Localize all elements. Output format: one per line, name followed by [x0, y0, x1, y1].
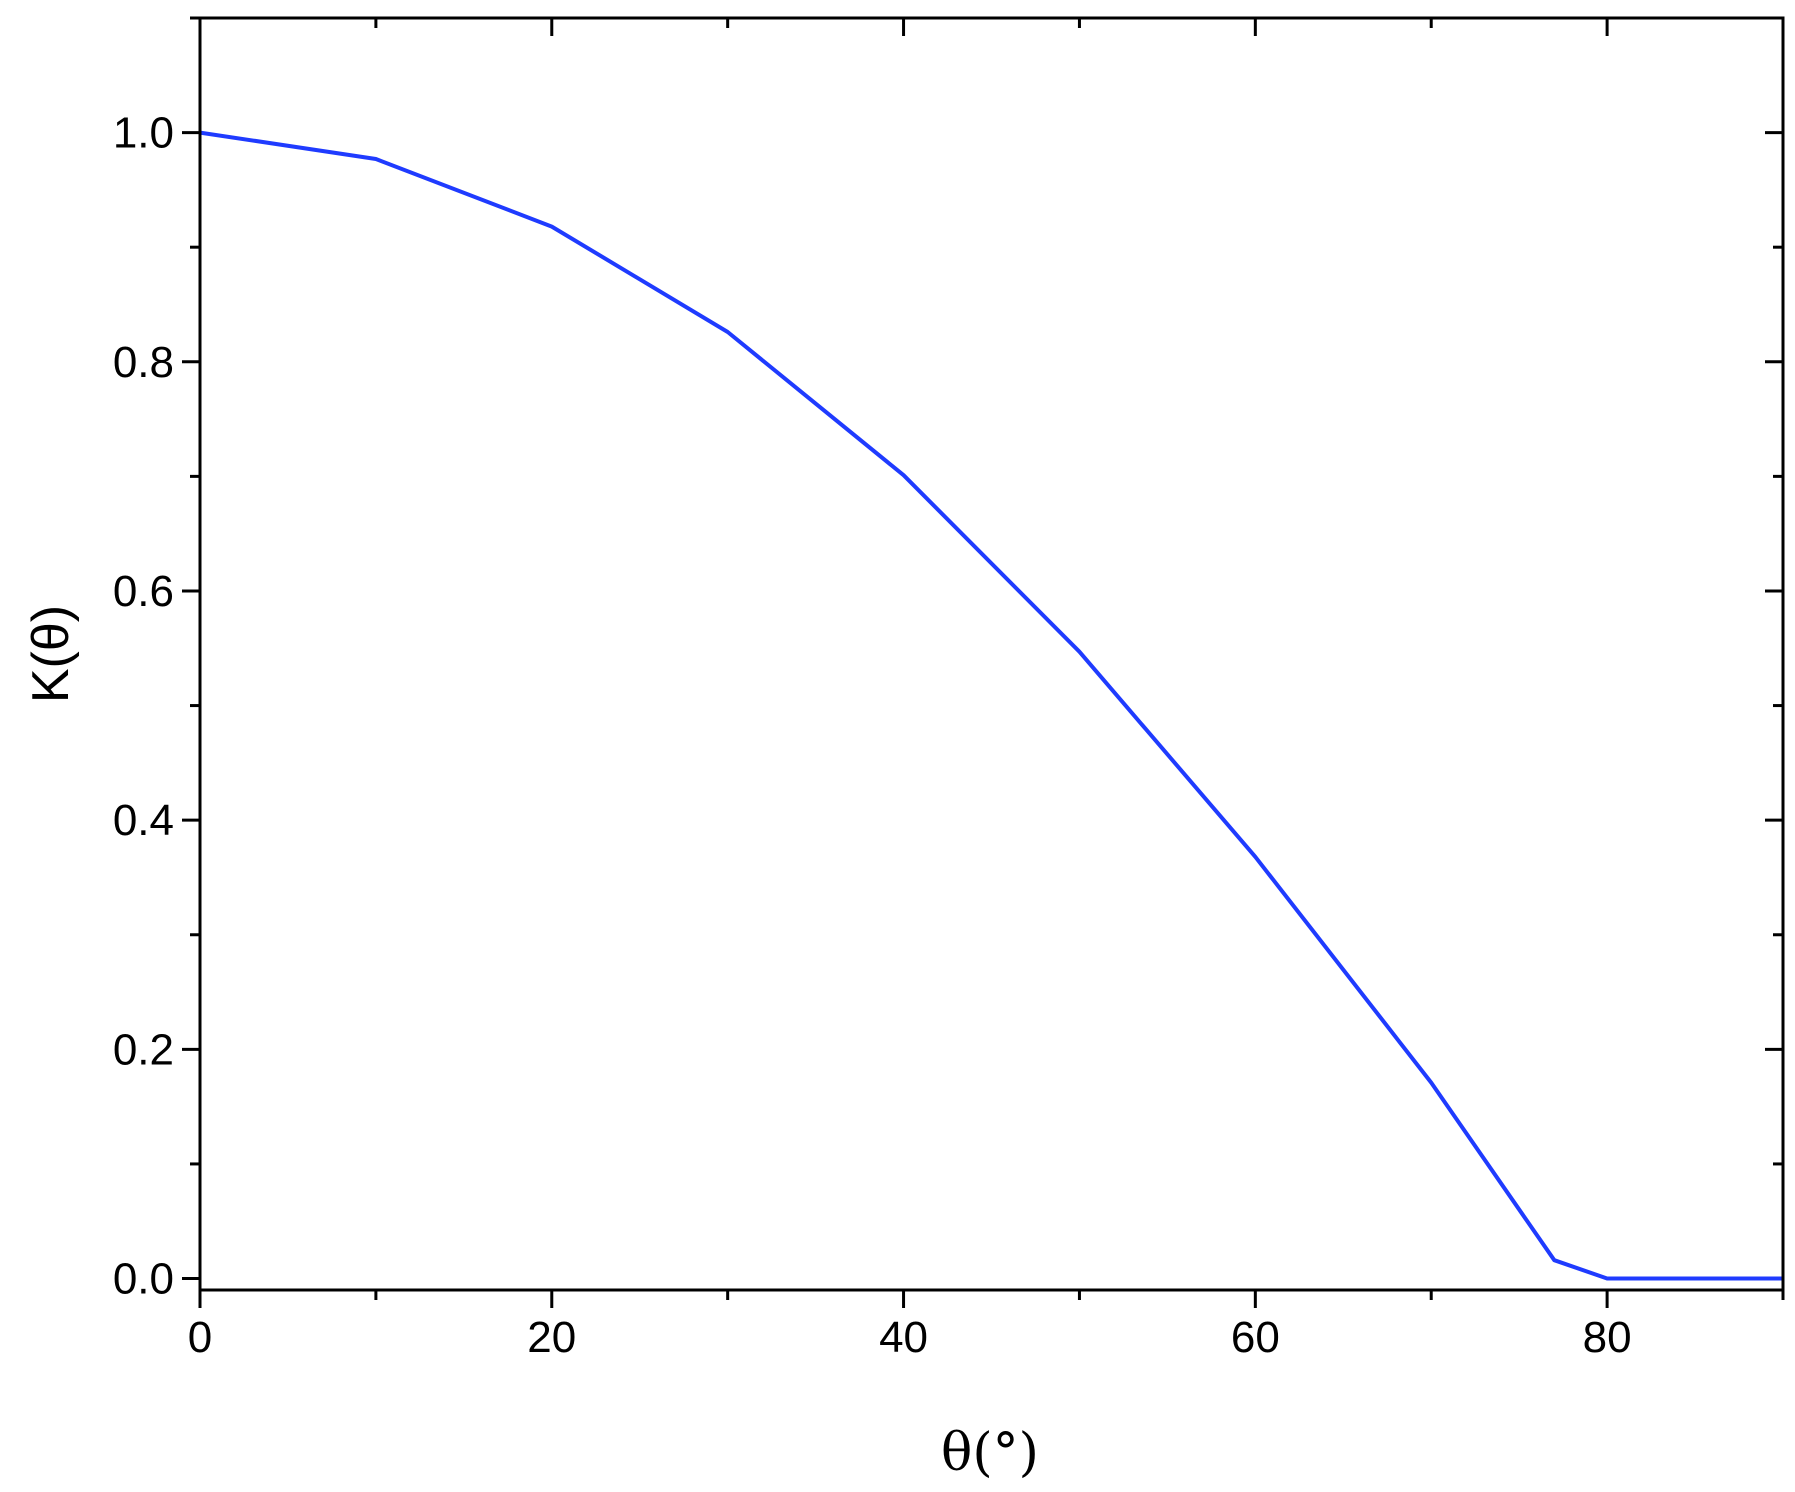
x-axis-title: θ(°) — [941, 1423, 1039, 1483]
series-line — [199, 130, 1783, 1281]
x-tick-label: 80 — [1583, 1313, 1632, 1362]
y-tick-label: 0.8 — [113, 338, 174, 387]
y-tick-label: 0.0 — [113, 1255, 174, 1304]
y-tick-label: 0.6 — [113, 567, 174, 616]
x-tick-label: 20 — [527, 1313, 576, 1362]
y-tick-label: 1.0 — [113, 109, 174, 158]
x-tick-label: 60 — [1231, 1313, 1280, 1362]
y-tick-label: 0.4 — [113, 796, 174, 845]
x-tick-label: 40 — [879, 1313, 928, 1362]
y-axis-title: K(θ) — [22, 605, 80, 703]
x-tick-label: 0 — [188, 1313, 212, 1362]
plot-area — [200, 18, 1783, 1290]
y-tick-label: 0.2 — [113, 1025, 174, 1074]
plot-frame — [198, 16, 1785, 1292]
